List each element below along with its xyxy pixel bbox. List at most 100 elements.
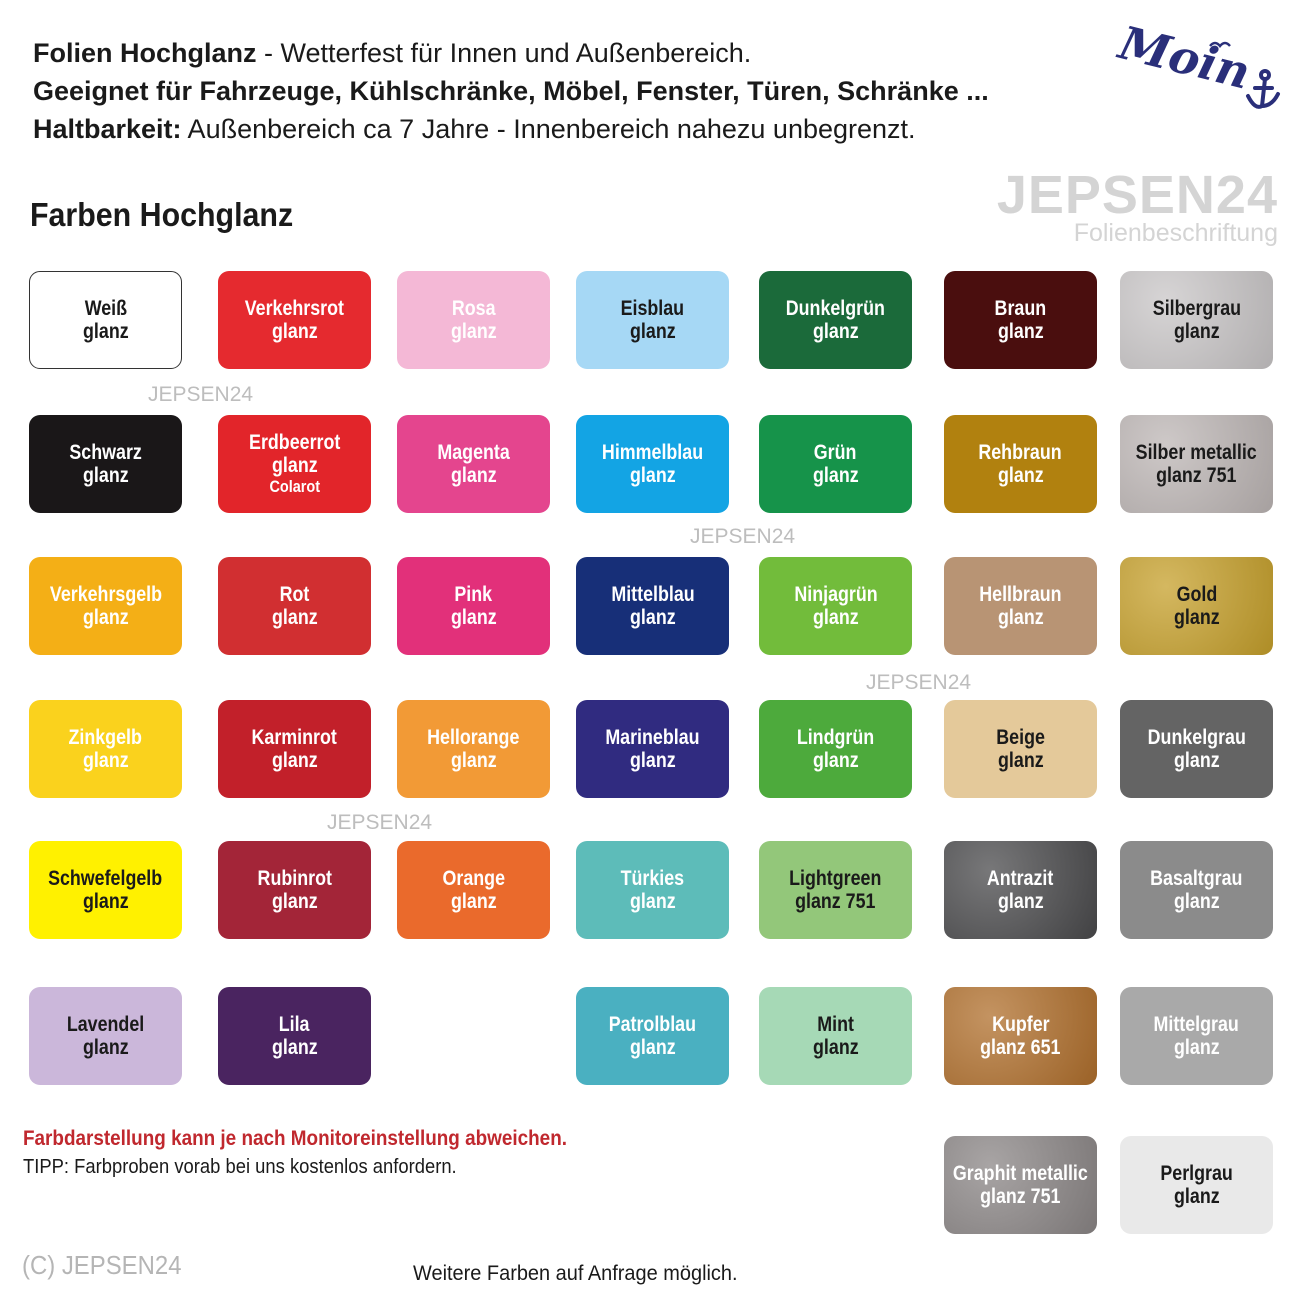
swatch-label: Verkehrsgelb (49, 583, 162, 606)
color-swatch: Silbergrau glanz (1120, 271, 1273, 369)
swatch-label: Silber metallic (1135, 441, 1258, 464)
swatch-label: Antrazit (987, 867, 1054, 890)
swatch-label: glanz (82, 464, 129, 487)
swatch-label: Grün (814, 441, 857, 464)
swatch-label: glanz (82, 320, 129, 343)
copyright: (C) JEPSEN24 (22, 1250, 182, 1280)
swatch-label: Orange (442, 867, 505, 890)
swatch-label: glanz (997, 320, 1044, 343)
swatch-label: glanz (1173, 890, 1220, 913)
swatch-label: Dunkelgrün (785, 297, 886, 320)
color-swatch: Marineblau glanz (576, 700, 729, 798)
swatch-label: glanz 651 (980, 1036, 1061, 1059)
swatch-label: glanz (82, 890, 129, 913)
swatch-label: Gold (1176, 583, 1217, 606)
color-swatch: Magenta glanz (397, 415, 550, 513)
swatch-label: glanz (82, 1036, 129, 1059)
color-swatch: Graphit metallic glanz 751 (944, 1136, 1097, 1234)
brand-logo: JEPSEN24 Folienbeschriftung (997, 168, 1278, 246)
swatch-label: glanz (450, 606, 497, 629)
color-swatch: Lavendel glanz (29, 987, 182, 1085)
swatch-label: Beige (996, 726, 1045, 749)
color-swatch: Verkehrsgelb glanz (29, 557, 182, 655)
color-swatch: Basaltgrau glanz (1120, 841, 1273, 939)
color-swatch: Hellorange glanz (397, 700, 550, 798)
swatch-label: Lindgrün (796, 726, 875, 749)
color-swatch: Beige glanz (944, 700, 1097, 798)
color-swatch: Patrolblau glanz (576, 987, 729, 1085)
swatch-label: glanz (271, 1036, 318, 1059)
color-swatch: Rot glanz (218, 557, 371, 655)
swatch-label: glanz (1173, 606, 1220, 629)
swatch-label: glanz (271, 320, 318, 343)
swatch-label: glanz (1173, 749, 1220, 772)
headline-1-rest: - Wetterfest für Innen und Außenbereich. (256, 38, 752, 68)
swatch-label: glanz (812, 1036, 859, 1059)
watermark: JEPSEN24 (866, 671, 972, 694)
headline-3-bold: Haltbarkeit: (33, 114, 182, 144)
more-colors-note: Weitere Farben auf Anfrage möglich. (413, 1262, 738, 1285)
swatch-label: glanz (82, 606, 129, 629)
swatch-label: Marineblau (605, 726, 700, 749)
swatch-label: glanz (450, 749, 497, 772)
color-swatch: Lindgrün glanz (759, 700, 912, 798)
swatch-label: Patrolblau (608, 1013, 697, 1036)
moin-logo-text: Moin (1112, 18, 1256, 100)
swatch-label: glanz (812, 606, 859, 629)
swatch-label: glanz (629, 606, 676, 629)
swatch-label: Hellbraun (979, 583, 1062, 606)
swatch-label: Dunkelgrau (1147, 726, 1246, 749)
swatch-label: Eisblau (620, 297, 685, 320)
swatch-label: Silbergrau (1152, 297, 1241, 320)
color-swatch: Orange glanz (397, 841, 550, 939)
watermark: JEPSEN24 (148, 383, 254, 406)
swatch-label: glanz (271, 749, 318, 772)
color-swatch: Schwefelgelb glanz (29, 841, 182, 939)
headline-1-bold: Folien Hochglanz (33, 38, 257, 68)
color-swatch: Ninjagrün glanz (759, 557, 912, 655)
anchor-icon (1246, 69, 1280, 109)
seagull-icon (1209, 41, 1231, 48)
watermark: JEPSEN24 (327, 811, 433, 834)
color-swatch: Himmelblau glanz (576, 415, 729, 513)
swatch-label: Schwefelgelb (48, 867, 163, 890)
swatch-label: glanz (997, 890, 1044, 913)
swatch-label: glanz (271, 890, 318, 913)
swatch-label: Mint (817, 1013, 854, 1036)
swatch-label: Perlgrau (1160, 1162, 1233, 1185)
color-swatch: Dunkelgrün glanz (759, 271, 912, 369)
swatch-label: Türkies (620, 867, 685, 890)
swatch-label: glanz (812, 464, 859, 487)
swatch-label: glanz (450, 320, 497, 343)
swatch-label: glanz (1173, 1036, 1220, 1059)
headline-3: Haltbarkeit: Außenbereich ca 7 Jahre - I… (33, 110, 916, 148)
color-swatch: Dunkelgrau glanz (1120, 700, 1273, 798)
headline-2: Geeignet für Fahrzeuge, Kühlschränke, Mö… (33, 76, 989, 106)
swatch-label: glanz (1173, 320, 1220, 343)
swatch-label: glanz (997, 606, 1044, 629)
swatch-label: Lila (279, 1013, 310, 1036)
swatch-label: glanz (629, 464, 676, 487)
swatch-label: Zinkgelb (68, 726, 143, 749)
swatch-label: glanz (450, 464, 497, 487)
color-swatch: Rubinrot glanz (218, 841, 371, 939)
swatch-label: Pink (454, 583, 493, 606)
swatch-label: Karminrot (251, 726, 338, 749)
color-swatch: Eisblau glanz (576, 271, 729, 369)
color-swatch: Erdbeerrot glanz Colarot (218, 415, 371, 513)
color-swatch: Rosa glanz (397, 271, 550, 369)
swatch-label: Mittelblau (610, 583, 695, 606)
swatch-label: glanz (812, 749, 859, 772)
swatch-label: glanz (450, 890, 497, 913)
tip-text: TIPP: Farbproben vorab bei uns kostenlos… (23, 1156, 457, 1178)
swatch-label: Hellorange (427, 726, 520, 749)
swatch-label: Rehbraun (978, 441, 1063, 464)
color-swatch: Mint glanz (759, 987, 912, 1085)
color-swatch: Grün glanz (759, 415, 912, 513)
swatch-label: glanz (997, 749, 1044, 772)
swatch-label: Braun (994, 297, 1047, 320)
swatch-label: glanz 751 (795, 890, 876, 913)
swatch-label: Ninjagrün (793, 583, 878, 606)
color-swatch: Lightgreen glanz 751 (759, 841, 912, 939)
color-swatch: Silber metallic glanz 751 (1120, 415, 1273, 513)
